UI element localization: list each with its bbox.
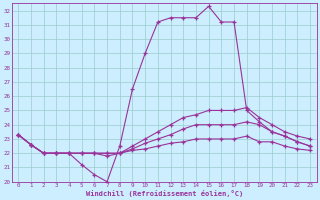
X-axis label: Windchill (Refroidissement éolien,°C): Windchill (Refroidissement éolien,°C) [85,190,243,197]
